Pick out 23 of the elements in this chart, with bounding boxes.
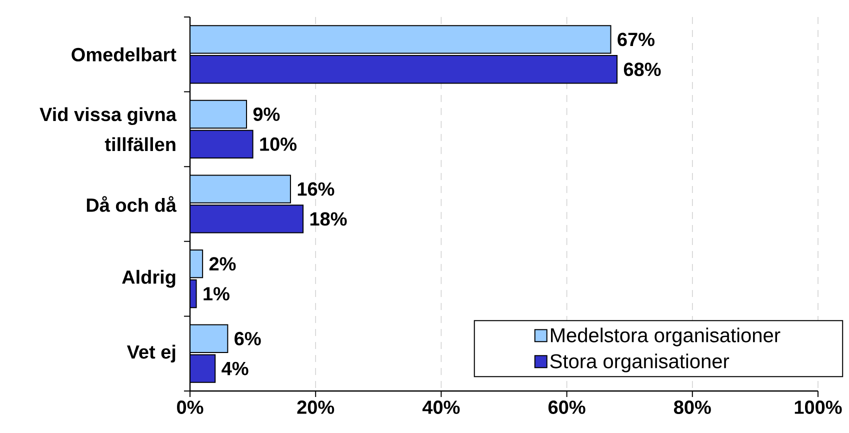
y-tick-label: Vet ej <box>126 344 176 362</box>
x-tick-label: 40% <box>422 400 460 414</box>
legend-label: Medelstora organisationer <box>551 328 780 346</box>
x-tick-label: 80% <box>674 400 711 414</box>
data-label: 68% <box>624 62 661 76</box>
legend-label: Stora organisationer <box>550 354 730 372</box>
x-tick-label: 100% <box>794 400 842 414</box>
y-tick-label: Omedelbart <box>72 47 176 62</box>
y-tick-label: Då och då <box>86 196 176 212</box>
data-label: 9% <box>253 108 280 121</box>
data-label: 4% <box>222 362 248 376</box>
data-label: 16% <box>298 182 334 196</box>
y-tick-label: Vid vissa givna tillfällen <box>40 107 177 152</box>
y-tick-label: Aldrig <box>122 270 176 288</box>
x-tick-label: 20% <box>297 400 334 414</box>
data-label: 1% <box>204 287 230 300</box>
data-label: 6% <box>234 332 261 346</box>
data-label: 18% <box>310 212 347 226</box>
data-label: 2% <box>209 257 236 271</box>
data-label: 10% <box>260 137 297 151</box>
x-tick-label: 0% <box>177 400 204 414</box>
data-label: 67% <box>618 32 654 46</box>
x-tick-label: 60% <box>548 400 586 414</box>
